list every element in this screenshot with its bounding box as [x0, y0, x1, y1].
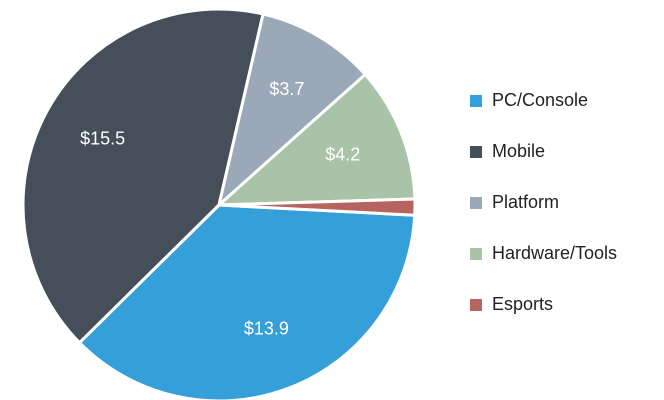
value-label: $15.5 — [80, 129, 125, 149]
legend-swatch — [470, 95, 482, 107]
pie-slice — [214, 72, 417, 207]
value-label: $13.9 — [244, 318, 289, 338]
legend-swatch — [470, 299, 482, 311]
legend-swatch — [470, 146, 482, 158]
legend-label: Esports — [492, 294, 553, 314]
legend-label: Hardware/Tools — [492, 243, 617, 263]
pie-slice — [77, 203, 417, 400]
legend-swatch — [470, 248, 482, 260]
pie-slice — [21, 7, 265, 345]
legend-swatch — [470, 197, 482, 209]
value-label: $4.2 — [325, 144, 360, 164]
legend-label: Platform — [492, 192, 559, 212]
legend-label: PC/Console — [492, 90, 588, 110]
legend-label: Mobile — [492, 141, 545, 161]
pie-slice — [218, 197, 417, 217]
pie-slice — [216, 12, 368, 210]
value-label: $3.7 — [269, 79, 304, 99]
